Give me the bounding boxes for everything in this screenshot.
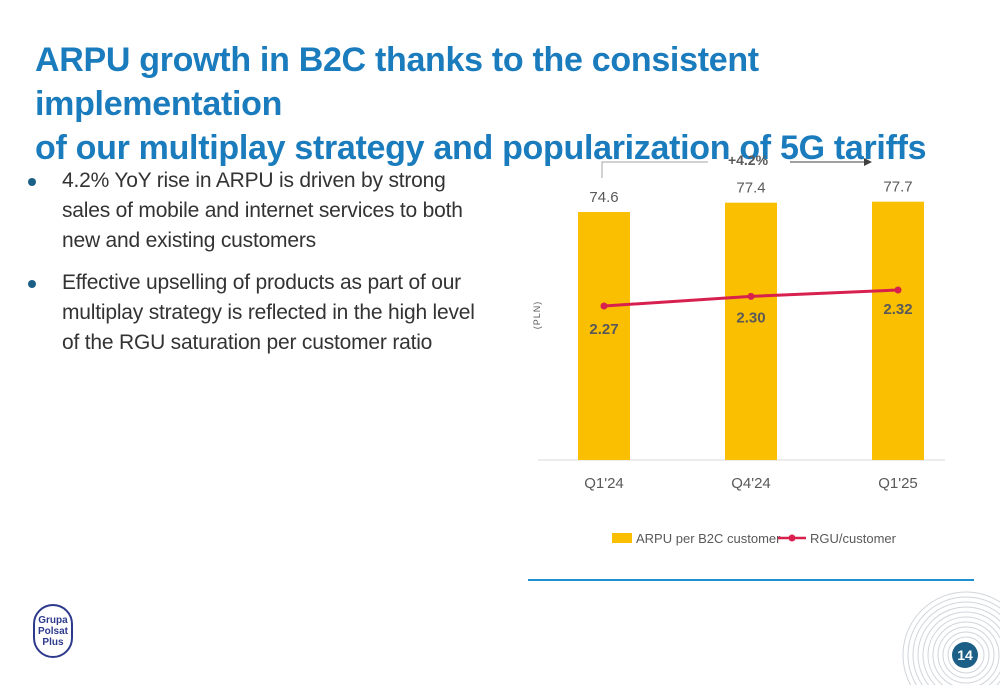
legend-label-arpu: ARPU per B2C customer: [636, 531, 781, 546]
bar-value-label: 74.6: [589, 189, 618, 206]
title-line-2: of our multiplay strategy and populariza…: [35, 129, 927, 167]
arpu-chart: 74.6 Q1'24 77.4 Q4'24 77.7 Q1'25 2.27 2.30 2.32 (…: [532, 152, 945, 546]
x-tick-label: Q4'24: [731, 475, 771, 492]
legend-swatch-arpu: [612, 533, 632, 543]
bar-0: [578, 212, 630, 460]
bullet-text: Effective upselling of products as part …: [62, 271, 475, 354]
bullet-item: Effective upselling of products as part …: [26, 268, 486, 358]
bar-value-label: 77.7: [883, 179, 912, 196]
bar-value-label: 77.4: [736, 180, 765, 197]
growth-bracket-left: [601, 161, 708, 178]
growth-annotation: +4.2%: [728, 152, 769, 168]
bullet-text: 4.2% YoY rise in ARPU is driven by stron…: [62, 169, 463, 252]
legend-swatch-rgu-point: [788, 534, 796, 542]
rgu-value-label: 2.27: [589, 321, 618, 338]
growth-arrow-icon: [864, 158, 872, 166]
title-line-1: ARPU growth in B2C thanks to the consist…: [35, 41, 759, 123]
rgu-point-2: [894, 286, 902, 294]
bar-1: [725, 202, 777, 460]
decorative-rings-icon: [902, 591, 1000, 685]
rgu-value-label: 2.30: [736, 309, 765, 326]
rgu-value-label: 2.32: [883, 301, 912, 318]
divider-line: [528, 579, 974, 581]
page-number-badge: 14: [952, 642, 978, 668]
rgu-point-1: [747, 292, 755, 300]
x-tick-label: Q1'25: [878, 475, 918, 492]
rgu-point-0: [600, 302, 608, 310]
bullet-dot-icon: [28, 178, 36, 186]
x-tick-label: Q1'24: [584, 475, 624, 492]
page-title: ARPU growth in B2C thanks to the consist…: [35, 38, 975, 170]
bullet-dot-icon: [28, 280, 36, 288]
company-logo: Grupa Polsat Plus: [33, 604, 73, 658]
bullet-list: 4.2% YoY rise in ARPU is driven by stron…: [26, 166, 486, 370]
y-axis-label: (PLN): [532, 301, 542, 330]
bar-2: [872, 201, 924, 460]
legend-label-rgu: RGU/customer: [810, 531, 897, 546]
bullet-item: 4.2% YoY rise in ARPU is driven by stron…: [26, 166, 486, 256]
logo-text: Grupa Polsat Plus: [37, 614, 68, 648]
